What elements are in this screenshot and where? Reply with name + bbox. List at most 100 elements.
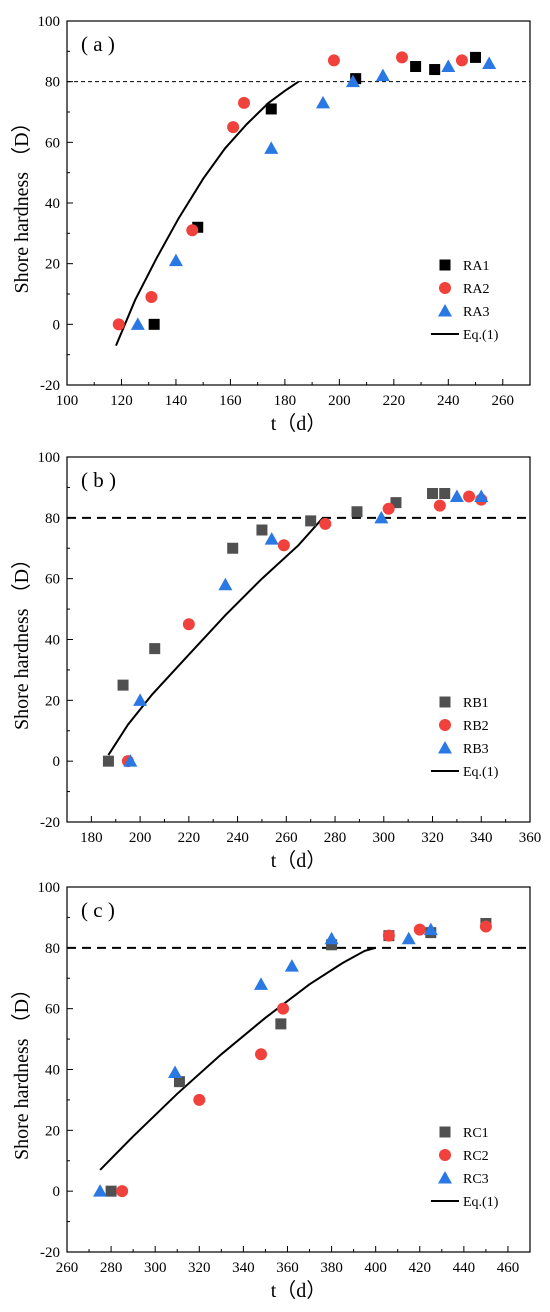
data-point — [482, 56, 497, 69]
x-tick-label: 340 — [232, 1260, 255, 1276]
fit-curve — [115, 80, 300, 346]
data-point — [395, 51, 408, 64]
x-tick-label: 160 — [219, 393, 242, 409]
y-tick-label: 80 — [45, 511, 60, 527]
data-point — [401, 931, 416, 945]
x-tick-label: 360 — [519, 830, 542, 846]
data-point — [316, 95, 331, 109]
legend-label: RC2 — [463, 1149, 489, 1164]
x-tick-label: 220 — [178, 830, 201, 846]
x-axis-title: t（d） — [271, 412, 327, 435]
data-point — [238, 96, 251, 109]
data-point — [277, 1002, 290, 1015]
data-point — [429, 64, 441, 76]
data-point — [423, 922, 438, 936]
data-point — [192, 221, 204, 233]
chart-panel: 260 280 300 320 340 360 380 400 420 440 460 -20 0 20 4… — [10, 880, 531, 1302]
legend-marker — [438, 304, 452, 317]
y-axis-title: Shore hardness （D） — [10, 549, 33, 730]
data-point — [116, 1185, 129, 1198]
series-ra1 — [148, 51, 482, 330]
data-point — [413, 923, 426, 936]
data-point — [256, 524, 268, 536]
y-tick-label: 40 — [45, 1063, 60, 1079]
x-tick-label: 320 — [188, 1260, 211, 1276]
y-tick-label: 60 — [45, 1002, 60, 1018]
data-point — [439, 488, 451, 499]
y-tick-label: 0 — [53, 1184, 61, 1200]
data-point — [168, 1065, 183, 1079]
data-point — [227, 121, 240, 134]
x-tick-label: 460 — [497, 1260, 520, 1276]
y-tick-label: -20 — [40, 815, 60, 831]
data-point — [345, 74, 360, 88]
plot-frame — [66, 20, 531, 386]
legend-marker — [438, 1171, 452, 1184]
chart-panel: 100 120 140 160 180 200 220 240 260 -20 0 20 40 60 80 1… — [10, 14, 531, 435]
data-point — [255, 1048, 268, 1061]
series-rc1 — [105, 918, 492, 1197]
data-point — [254, 977, 269, 990]
x-tick-label: 260 — [56, 1260, 79, 1276]
legend-marker — [439, 1149, 451, 1161]
y-tick-label: 100 — [38, 14, 61, 30]
data-point — [427, 488, 439, 499]
legend-label: Eq.(1) — [463, 328, 499, 343]
series-rb3 — [123, 489, 489, 767]
legend-label: RB1 — [463, 696, 489, 711]
legend-marker — [439, 719, 451, 731]
data-point — [351, 506, 363, 518]
x-tick-label: 320 — [421, 830, 444, 846]
data-point — [148, 318, 160, 330]
x-tick-label: 440 — [453, 1260, 476, 1276]
data-point — [173, 1076, 185, 1088]
data-point — [112, 318, 125, 331]
y-tick-label: 20 — [45, 257, 60, 273]
legend-label: RA2 — [463, 282, 489, 297]
x-tick-label: 200 — [328, 393, 351, 409]
data-point — [145, 291, 158, 304]
data-point — [264, 141, 279, 154]
data-point — [474, 489, 489, 503]
data-point — [375, 68, 390, 82]
fit-curve — [107, 517, 324, 756]
data-point — [123, 754, 138, 767]
legend-label: RC3 — [463, 1172, 489, 1187]
data-point — [93, 1184, 108, 1197]
data-point — [433, 499, 446, 512]
series-ra2 — [112, 51, 468, 331]
legend-label: RA3 — [463, 305, 489, 320]
series-rc2 — [116, 920, 492, 1198]
y-tick-label: 0 — [53, 754, 61, 770]
legend-label: RB3 — [463, 742, 489, 757]
x-tick-label: 220 — [383, 393, 406, 409]
panel-label: ( b ) — [81, 468, 116, 492]
y-axis-title: Shore hardness （D） — [10, 979, 33, 1160]
data-point — [305, 515, 317, 527]
data-point — [350, 73, 362, 85]
x-tick-label: 180 — [80, 830, 103, 846]
x-tick-label: 360 — [276, 1260, 299, 1276]
x-axis-title: t（d） — [271, 1279, 327, 1302]
data-point — [374, 510, 389, 524]
data-point — [218, 577, 233, 591]
legend-marker — [439, 259, 451, 271]
chart-panel: 180 200 220 240 260 280 300 320 340 360 -20 0 20 40 60… — [10, 450, 541, 872]
y-tick-label: 20 — [45, 1123, 60, 1139]
data-point — [130, 317, 145, 330]
x-tick-label: 180 — [274, 393, 297, 409]
data-point — [410, 61, 422, 72]
y-tick-label: 40 — [45, 196, 60, 212]
y-tick-label: 100 — [38, 450, 61, 466]
y-tick-label: 60 — [45, 135, 60, 151]
x-tick-label: 300 — [373, 830, 396, 846]
x-tick-label: 300 — [144, 1260, 167, 1276]
y-tick-label: 100 — [38, 880, 61, 896]
x-axis-title: t（d） — [271, 849, 327, 872]
y-tick-label: 80 — [45, 941, 60, 957]
data-point — [275, 1018, 287, 1030]
y-tick-label: 40 — [45, 633, 60, 649]
data-point — [463, 490, 476, 503]
data-point — [324, 931, 339, 945]
